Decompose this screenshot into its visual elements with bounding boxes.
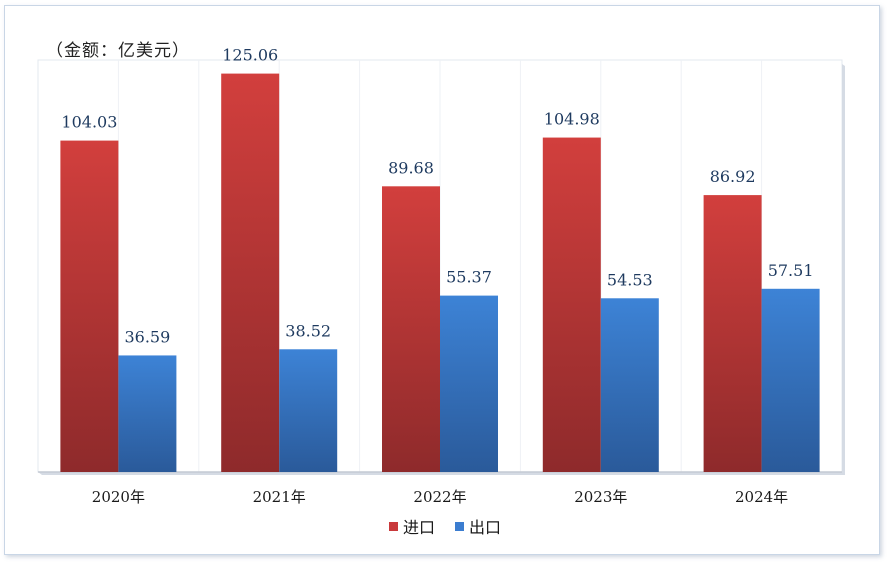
x-tick-labels-layer: 2020年 2021年 2022年 2023年 2024年 <box>92 488 788 506</box>
bar-export-4 <box>761 288 820 472</box>
data-label-export-3: 54.53 <box>607 270 653 289</box>
legend-item-import: 进口 <box>388 514 435 538</box>
x-tick-label-0: 2020年 <box>92 488 145 506</box>
bar-export-3 <box>600 298 659 472</box>
bar-import-2 <box>382 186 440 472</box>
bar-import-1 <box>221 73 280 472</box>
unit-label: （金额：亿美元） <box>46 41 190 61</box>
bar-import-0 <box>60 140 119 472</box>
data-label-import-3: 104.98 <box>544 110 600 129</box>
data-label-import-0: 104.03 <box>61 113 117 132</box>
data-labels-layer: 104.03 36.59 125.06 38.52 89.68 55.37 104.98 54… <box>61 46 813 347</box>
bars-layer <box>60 73 820 472</box>
bar-export-0 <box>118 355 177 472</box>
data-label-import-1: 125.06 <box>222 46 278 65</box>
data-label-export-1: 38.52 <box>285 321 331 340</box>
bar-export-1 <box>279 349 338 472</box>
data-label-import-4: 86.92 <box>710 167 756 186</box>
x-tick-label-1: 2021年 <box>253 488 306 506</box>
x-tick-label-2: 2022年 <box>413 488 466 506</box>
legend-swatch-import <box>388 521 398 531</box>
legend-item-export: 出口 <box>455 514 501 538</box>
data-label-export-0: 36.59 <box>124 327 170 346</box>
data-label-export-4: 57.51 <box>768 261 814 280</box>
bar-import-4 <box>703 195 762 472</box>
x-tick-label-4: 2024年 <box>735 488 788 506</box>
legend-label-import: 进口 <box>402 518 435 537</box>
legend-swatch-export <box>455 521 464 531</box>
legend: 进口 出口 <box>0 514 890 538</box>
x-tick-label-3: 2023年 <box>574 488 627 506</box>
data-label-export-2: 55.37 <box>446 268 492 287</box>
bar-export-2 <box>440 295 498 472</box>
bar-import-3 <box>542 137 601 472</box>
data-label-import-2: 89.68 <box>388 158 434 177</box>
legend-label-export: 出口 <box>469 518 502 537</box>
